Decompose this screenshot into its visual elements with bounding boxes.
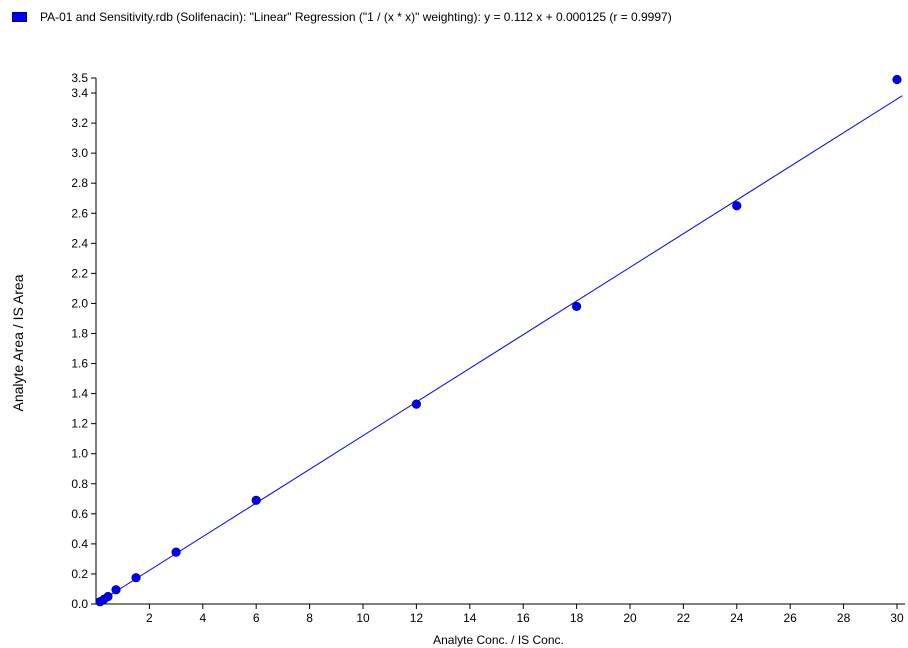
data-points xyxy=(95,74,902,607)
x-tick-label: 30 xyxy=(890,611,904,625)
y-tick-label: 0.0 xyxy=(71,597,88,611)
y-tick-label: 1.2 xyxy=(71,417,88,431)
data-point xyxy=(251,495,261,505)
y-axis-label: Analyte Area / IS Area xyxy=(10,274,26,411)
y-tick-label: 1.4 xyxy=(71,387,88,401)
x-axis-ticks: 2 4 6 8 10 12 14 16 18 20 22 24 26 28 30 xyxy=(146,604,904,625)
y-tick-label: 0.4 xyxy=(71,537,88,551)
data-point xyxy=(571,301,582,312)
y-tick-label: 3.5 xyxy=(71,71,88,85)
x-tick-label: 26 xyxy=(784,611,798,625)
y-tick-label: 0.2 xyxy=(71,567,88,581)
x-tick-label: 8 xyxy=(306,611,313,625)
y-tick-label: 1.8 xyxy=(71,326,88,340)
x-tick-label: 28 xyxy=(837,611,851,625)
x-tick-label: 12 xyxy=(410,611,424,625)
x-tick-label: 16 xyxy=(517,611,531,625)
y-tick-label: 2.0 xyxy=(71,296,88,310)
y-tick-label: 3.2 xyxy=(71,116,88,130)
y-tick-label: 2.4 xyxy=(71,236,88,250)
regression-line-group xyxy=(99,95,903,602)
y-tick-label: 0.6 xyxy=(71,507,88,521)
x-tick-label: 10 xyxy=(356,611,370,625)
data-point xyxy=(171,547,181,557)
y-tick-label: 3.4 xyxy=(71,86,88,100)
y-tick-label: 2.8 xyxy=(71,176,88,190)
y-tick-label: 2.6 xyxy=(71,206,88,220)
data-point xyxy=(131,573,141,583)
x-tick-label: 18 xyxy=(570,611,584,625)
chart-legend: PA-01 and Sensitivity.rdb (Solifenacin):… xyxy=(0,0,908,40)
y-tick-label: 3.0 xyxy=(71,146,88,160)
x-tick-label: 24 xyxy=(730,611,744,625)
data-point xyxy=(411,399,421,409)
y-axis-ticks: 0.0 0.2 0.4 0.6 0.8 1.0 1.2 1.4 1.6 1.8 2.0 2.2 2.4 2… xyxy=(71,71,96,611)
y-tick-label: 2.2 xyxy=(71,266,88,280)
x-tick-label: 22 xyxy=(677,611,691,625)
data-point xyxy=(892,74,902,85)
y-tick-label: 0.8 xyxy=(71,477,88,491)
x-tick-label: 14 xyxy=(463,611,477,625)
x-tick-label: 6 xyxy=(253,611,260,625)
x-tick-label: 4 xyxy=(199,611,206,625)
y-tick-label: 1.0 xyxy=(71,447,88,461)
legend-label: PA-01 and Sensitivity.rdb (Solifenacin):… xyxy=(40,10,672,24)
x-tick-label: 20 xyxy=(623,611,637,625)
data-point xyxy=(111,585,121,595)
regression-line xyxy=(99,95,903,602)
data-point xyxy=(732,201,742,211)
legend-swatch xyxy=(12,12,27,22)
y-tick-label: 1.6 xyxy=(71,357,88,371)
x-axis-label: Analyte Conc. / IS Conc. xyxy=(433,633,564,647)
data-point xyxy=(103,591,113,602)
x-tick-label: 2 xyxy=(146,611,153,625)
